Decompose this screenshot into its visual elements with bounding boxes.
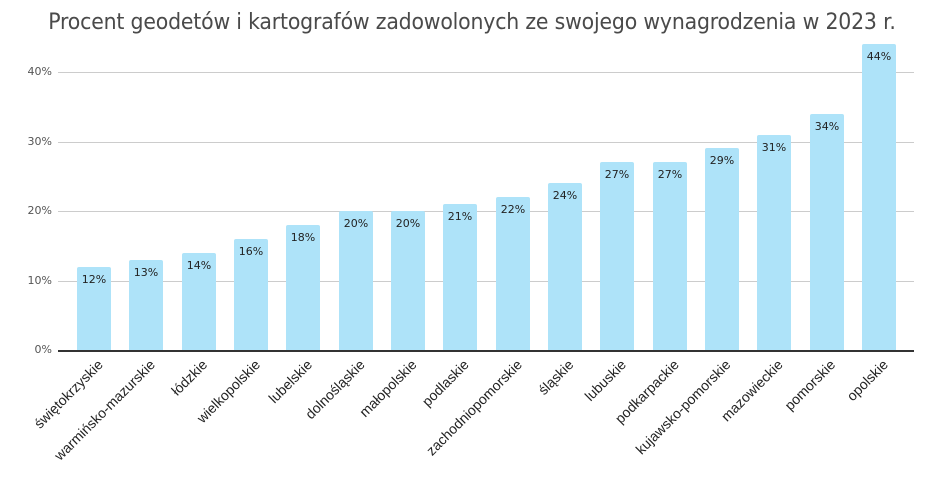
bar-5 (286, 225, 320, 350)
x-tick-label: śląskie (534, 356, 577, 398)
x-tick-label: lubuskie (581, 356, 630, 404)
bar-12 (653, 162, 687, 350)
bar-8 (443, 204, 477, 350)
bar-13 (705, 148, 739, 350)
data-label: 14% (186, 259, 212, 272)
bar-14 (757, 135, 791, 350)
x-axis-line (58, 350, 914, 352)
data-label: 27% (657, 168, 683, 181)
bar-11 (600, 162, 634, 350)
y-tick-label: 30% (27, 135, 52, 148)
x-tick-label: warmińsko-mazurskie (50, 356, 159, 464)
x-tick-label: lubelskie (265, 356, 316, 407)
data-label: 34% (814, 120, 840, 133)
bar-6 (339, 211, 373, 350)
data-label: 31% (761, 141, 787, 154)
gridline (58, 281, 914, 282)
bar-2 (129, 260, 163, 350)
data-label: 22% (500, 203, 526, 216)
x-tick-label: opolskie (843, 356, 892, 404)
bar-16 (862, 44, 896, 350)
gridline (58, 211, 914, 212)
bar-4 (234, 239, 268, 350)
bar-3 (182, 253, 216, 350)
y-tick-label: 40% (27, 65, 52, 78)
bar-1 (77, 267, 111, 350)
data-label: 24% (552, 189, 578, 202)
data-label: 29% (709, 154, 735, 167)
x-tick-label: podlaskie (418, 356, 472, 410)
bar-9 (496, 197, 530, 350)
data-label: 18% (290, 231, 316, 244)
y-tick-label: 10% (27, 274, 52, 287)
data-label: 20% (395, 217, 421, 230)
chart-title: Procent geodetów i kartografów zadowolon… (48, 10, 896, 35)
data-label: 20% (343, 217, 369, 230)
y-tick-label: 0% (34, 343, 52, 356)
gridline (58, 142, 914, 143)
data-label: 12% (81, 273, 107, 286)
x-tick-label: kujawsko-pomorskie (632, 356, 734, 458)
data-label: 13% (133, 266, 159, 279)
bar-7 (391, 211, 425, 350)
gridline (58, 72, 914, 73)
y-tick-label: 20% (27, 204, 52, 217)
x-tick-label: zachodniopomorskie (422, 356, 526, 459)
x-tick-label: łódzkie (168, 356, 211, 399)
data-label: 44% (866, 50, 892, 63)
data-label: 21% (447, 210, 473, 223)
data-label: 27% (604, 168, 630, 181)
bar-15 (810, 114, 844, 350)
bar-10 (548, 183, 582, 350)
data-label: 16% (238, 245, 264, 258)
x-tick-label: pomorskie (781, 356, 839, 414)
